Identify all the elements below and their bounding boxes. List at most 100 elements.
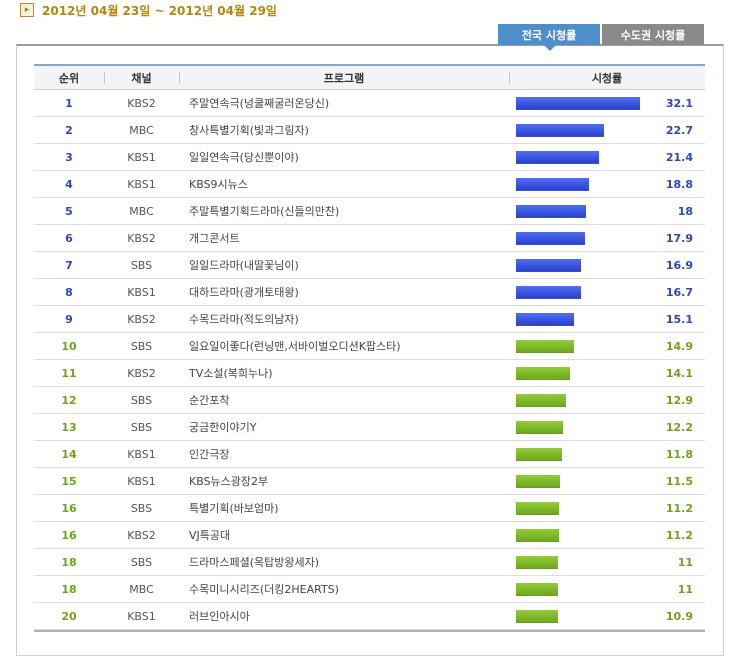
channel-cell: KBS2 bbox=[127, 96, 156, 110]
program-cell: 수목미니시리즈(더킹2HEARTS) bbox=[189, 583, 339, 596]
rating-value: 32.1 bbox=[665, 96, 693, 110]
program-cell: 인간극장 bbox=[189, 448, 230, 461]
channel-cell: SBS bbox=[130, 555, 153, 569]
rating-cell: 12.2 bbox=[509, 414, 705, 440]
rank-cell: 1 bbox=[65, 96, 73, 110]
rating-bar bbox=[516, 421, 563, 434]
table-row: 9 KBS2 수목드라마(적도의남자) 15.1 bbox=[34, 306, 705, 333]
program-cell: VJ특공대 bbox=[189, 529, 231, 542]
rating-value: 11.5 bbox=[665, 474, 693, 488]
rating-value: 16.7 bbox=[665, 285, 693, 299]
rating-cell: 11 bbox=[509, 576, 705, 602]
channel-cell: KBS1 bbox=[127, 150, 156, 164]
rank-cell: 18 bbox=[61, 555, 77, 569]
program-cell: 일일드라마(내딸꽃님이) bbox=[189, 259, 299, 272]
rating-cell: 17.9 bbox=[509, 225, 705, 251]
channel-cell: KBS2 bbox=[127, 366, 156, 380]
rating-cell: 32.1 bbox=[509, 90, 705, 116]
rating-bar bbox=[516, 97, 640, 110]
rating-value: 11 bbox=[677, 555, 693, 569]
header-rating: 시청률 bbox=[509, 70, 705, 86]
rating-cell: 14.9 bbox=[509, 333, 705, 359]
rank-cell: 3 bbox=[65, 150, 73, 164]
rating-cell: 11.2 bbox=[509, 495, 705, 521]
rating-cell: 18.8 bbox=[509, 171, 705, 197]
date-range: ▸ 2012년 04월 23일 ~ 2012년 04월 29일 bbox=[20, 0, 277, 20]
rating-bar bbox=[516, 232, 585, 245]
rating-bar bbox=[516, 124, 604, 137]
table-row: 18 SBS 드라마스페셜(옥탑방왕세자) 11 bbox=[34, 549, 705, 576]
rating-cell: 11.2 bbox=[509, 522, 705, 548]
rating-cell: 22.7 bbox=[509, 117, 705, 143]
channel-cell: KBS2 bbox=[127, 528, 156, 542]
rating-value: 18.8 bbox=[665, 177, 693, 191]
rating-value: 12.2 bbox=[665, 420, 693, 434]
tab-national[interactable]: 전국 시청률 bbox=[498, 24, 600, 51]
rating-cell: 11.5 bbox=[509, 468, 705, 494]
rating-value: 11.8 bbox=[665, 447, 693, 461]
rank-cell: 11 bbox=[61, 366, 77, 380]
ratings-table: 순위 채널 프로그램 시청률 1 KBS2 주말연속극(넝쿨째굴러온당신) 32.1 2… bbox=[34, 64, 705, 632]
tab-metro[interactable]: 수도권 시청률 bbox=[602, 24, 704, 45]
channel-cell: MBC bbox=[129, 123, 154, 137]
rating-value: 21.4 bbox=[665, 150, 693, 164]
rank-cell: 16 bbox=[61, 528, 77, 542]
header-rank: 순위 bbox=[58, 71, 80, 85]
rating-value: 12.9 bbox=[665, 393, 693, 407]
rating-value: 10.9 bbox=[665, 609, 693, 623]
rating-bar bbox=[516, 610, 558, 623]
program-cell: 드라마스페셜(옥탑방왕세자) bbox=[189, 556, 320, 569]
program-cell: 주말연속극(넝쿨째굴러온당신) bbox=[189, 97, 330, 110]
rating-bar bbox=[516, 529, 559, 542]
channel-cell: KBS2 bbox=[127, 312, 156, 326]
program-cell: TV소설(복희누나) bbox=[189, 367, 273, 380]
rank-cell: 14 bbox=[61, 447, 77, 461]
table-row: 7 SBS 일일드라마(내딸꽃님이) 16.9 bbox=[34, 252, 705, 279]
rank-cell: 10 bbox=[61, 339, 77, 353]
program-cell: 러브인아시아 bbox=[189, 610, 250, 623]
arrow-right-icon: ▸ bbox=[20, 3, 34, 17]
table-row: 11 KBS2 TV소설(복희누나) 14.1 bbox=[34, 360, 705, 387]
rank-cell: 8 bbox=[65, 285, 73, 299]
channel-cell: SBS bbox=[130, 501, 153, 515]
rank-cell: 7 bbox=[65, 258, 73, 272]
channel-cell: KBS1 bbox=[127, 447, 156, 461]
table-row: 10 SBS 일요일이좋다(런닝맨,서바이벌오디션K팝스타) 14.9 bbox=[34, 333, 705, 360]
rating-bar bbox=[516, 475, 560, 488]
program-cell: 일일연속극(당신뿐이야) bbox=[189, 151, 299, 164]
rating-value: 11 bbox=[677, 582, 693, 596]
rating-cell: 11.8 bbox=[509, 441, 705, 467]
rank-cell: 13 bbox=[61, 420, 77, 434]
channel-cell: MBC bbox=[129, 582, 154, 596]
channel-cell: SBS bbox=[130, 258, 153, 272]
rating-bar bbox=[516, 556, 558, 569]
rating-cell: 11 bbox=[509, 549, 705, 575]
program-cell: 대하드라마(광개토태왕) bbox=[189, 286, 299, 299]
channel-cell: SBS bbox=[130, 339, 153, 353]
table-row: 13 SBS 궁금한이야기Y 12.2 bbox=[34, 414, 705, 441]
program-cell: 특별기획(바보엄마) bbox=[189, 502, 279, 515]
rank-cell: 9 bbox=[65, 312, 73, 326]
table-row: 5 MBC 주말특별기획드라마(신들의만찬) 18 bbox=[34, 198, 705, 225]
rating-value: 16.9 bbox=[665, 258, 693, 272]
rank-cell: 2 bbox=[65, 123, 73, 137]
channel-cell: KBS2 bbox=[127, 231, 156, 245]
rating-value: 11.2 bbox=[665, 528, 693, 542]
channel-cell: SBS bbox=[130, 420, 153, 434]
program-cell: 주말특별기획드라마(신들의만찬) bbox=[189, 205, 340, 218]
rank-cell: 18 bbox=[61, 582, 77, 596]
rating-bar bbox=[516, 178, 589, 191]
table-row: 1 KBS2 주말연속극(넝쿨째굴러온당신) 32.1 bbox=[34, 90, 705, 117]
rank-cell: 16 bbox=[61, 501, 77, 515]
table-row: 16 SBS 특별기획(바보엄마) 11.2 bbox=[34, 495, 705, 522]
rating-bar bbox=[516, 448, 562, 461]
rating-cell: 14.1 bbox=[509, 360, 705, 386]
table-row: 4 KBS1 KBS9시뉴스 18.8 bbox=[34, 171, 705, 198]
rating-cell: 16.7 bbox=[509, 279, 705, 305]
table-row: 14 KBS1 인간극장 11.8 bbox=[34, 441, 705, 468]
rating-bar bbox=[516, 502, 559, 515]
table-bottom-border bbox=[34, 630, 705, 632]
table-row: 20 KBS1 러브인아시아 10.9 bbox=[34, 603, 705, 630]
rating-bar bbox=[516, 583, 558, 596]
program-cell: 일요일이좋다(런닝맨,서바이벌오디션K팝스타) bbox=[189, 340, 401, 353]
